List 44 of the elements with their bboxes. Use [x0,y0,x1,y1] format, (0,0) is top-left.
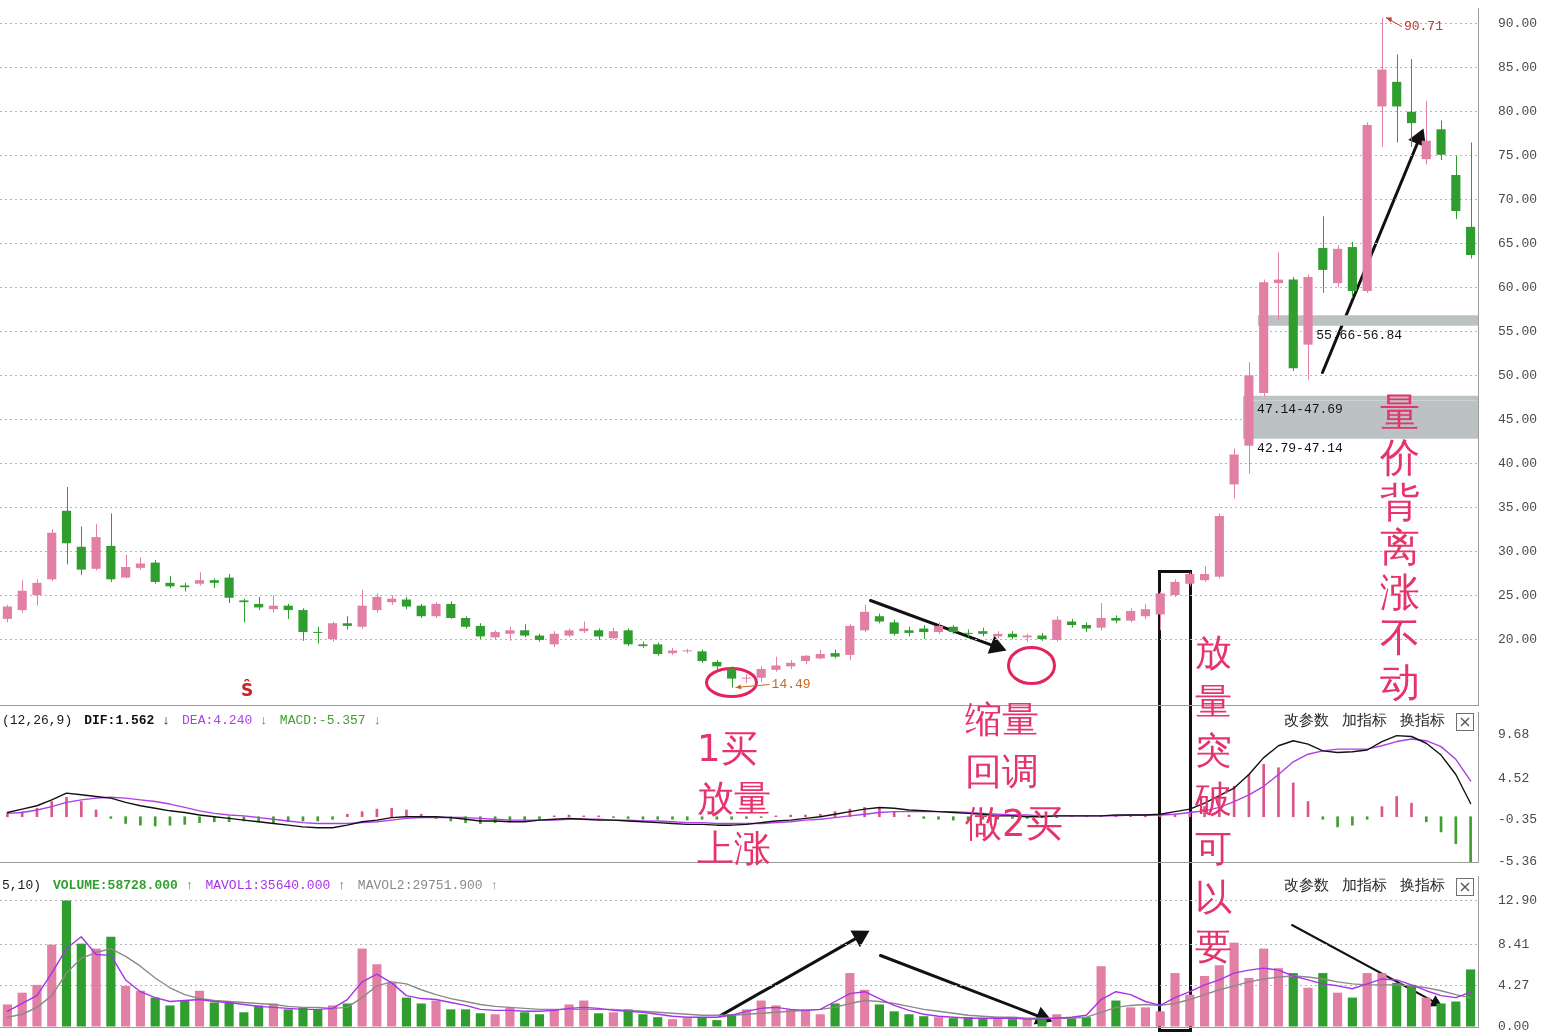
annotation: 加指标 [1342,876,1387,895]
y-tick-label: 25.00 [1498,587,1538,603]
text: MACD:-5.357 ↓ [279,713,382,729]
annotation: 1买放量上涨 [697,726,772,872]
chart-title: 5,10) [2,878,42,894]
chart-title: (12,26,9) [2,713,73,729]
y-tick-label: 45.00 [1498,411,1538,427]
annotation: 14.49 [771,676,811,692]
y-tick-label: 0.00 [1498,1019,1530,1035]
band-label: 47.14-47.69 [1257,402,1343,418]
y-tick-label: 75.00 [1498,148,1538,164]
text: MAVOL1:35640.000 ↑ [205,878,346,894]
y-tick-label: 60.00 [1498,279,1538,295]
annotation: 加指标 [1342,711,1387,730]
y-tick-label: -5.36 [1498,854,1538,870]
annotation: 换指标 [1400,876,1445,895]
y-tick-label: 20.00 [1498,631,1538,647]
y-tick-label: 9.68 [1498,727,1530,743]
annotation: 改参数 [1284,876,1329,895]
y-tick-label: -0.35 [1498,812,1538,828]
series-label: VOLUME:58728.000 ↑ [53,878,194,894]
y-tick-label: 4.27 [1498,977,1530,993]
y-tick-label: 4.52 [1498,770,1530,786]
y-tick-label: 85.00 [1498,60,1538,76]
text: MAVOL2:29751.900 ↑ [357,878,499,894]
y-tick-label: 65.00 [1498,235,1538,251]
y-tick-label: 12.90 [1498,892,1538,908]
y-tick-label: 70.00 [1498,192,1538,208]
y-tick-label: 80.00 [1498,104,1538,120]
annotation: 改参数 [1284,711,1329,730]
text: DIF:1.562 ↓ [84,713,171,729]
y-tick-label: 50.00 [1498,367,1538,383]
annotation: Ŝ [241,680,254,701]
y-tick-label: 55.00 [1498,323,1538,339]
annotation: 换指标 [1400,711,1445,730]
y-tick-label: 35.00 [1498,499,1538,515]
y-tick-label: 8.41 [1498,936,1530,952]
y-tick-label: 90.00 [1498,16,1538,32]
y-tick-label: 30.00 [1498,543,1538,559]
annotation: 量价背离涨不动 [1380,389,1421,705]
text: DEA:4.240 ↓ [182,713,268,729]
annotation: 90.71 [1403,19,1444,35]
band-label: 42.79-47.14 [1257,440,1344,456]
y-tick-label: 40.00 [1498,455,1538,471]
